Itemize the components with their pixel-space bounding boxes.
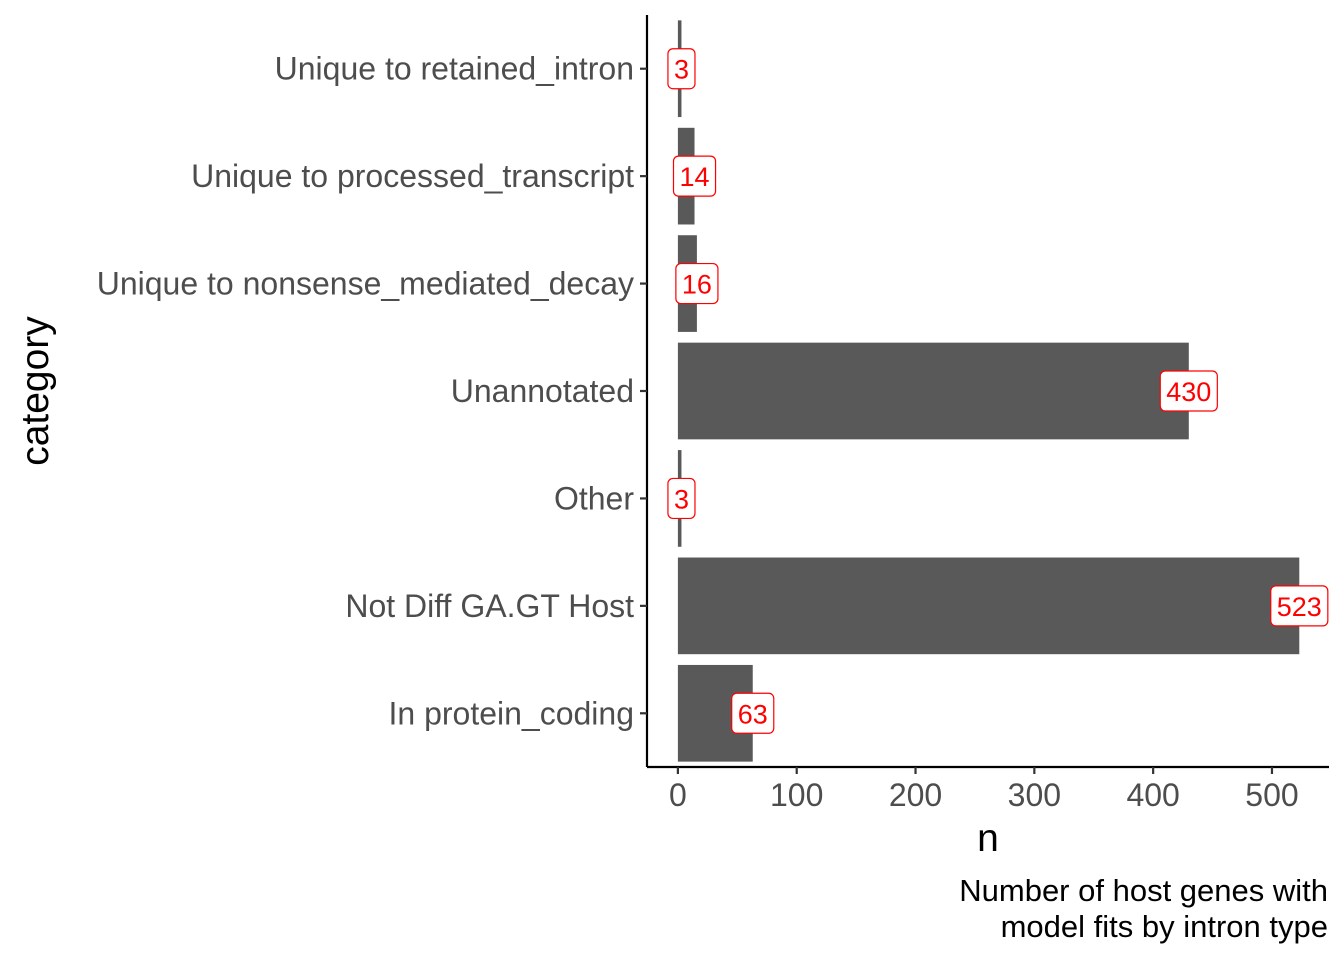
bar-unannotated [677, 342, 1189, 440]
y-tick-label: Unannotated [451, 373, 634, 409]
data-label-unique-to-retained-intron: 3 [667, 48, 696, 90]
x-tick-label: 0 [669, 777, 687, 813]
caption-line-2: model fits by intron type [1001, 909, 1328, 944]
data-label-box [1159, 370, 1218, 412]
y-tick-label: Unique to nonsense_mediated_decay [97, 266, 634, 302]
x-axis-title: n [977, 817, 999, 860]
x-tick-label: 300 [1008, 777, 1061, 813]
data-label-unique-to-processed-transcript: 14 [672, 155, 717, 197]
data-label-text: 523 [1277, 592, 1322, 622]
y-tick-label: Other [554, 480, 634, 516]
data-label-box [672, 155, 717, 197]
data-label-text: 3 [674, 55, 689, 85]
y-axis-title: category [14, 316, 57, 466]
data-label-other: 3 [667, 477, 696, 520]
x-tick-label: 200 [889, 777, 942, 813]
data-label-not-diff-ga-gt-host: 523 [1270, 585, 1329, 627]
caption-line-1: Number of host genes with [959, 873, 1328, 908]
data-label-text: 430 [1166, 377, 1211, 407]
data-label-unannotated: 430 [1159, 370, 1218, 412]
data-label-in-protein-coding: 63 [731, 692, 775, 734]
y-axis-ticks: In protein_coding Not Diff GA.GT Host Othe… [97, 51, 647, 731]
y-tick-label: Not Diff GA.GT Host [345, 588, 634, 624]
data-labels-layer: 63 523 3 430 16 14 3 [667, 48, 1329, 734]
data-label-text: 16 [682, 270, 712, 300]
x-tick-label: 500 [1245, 777, 1298, 813]
data-label-box [1270, 585, 1329, 627]
x-axis-ticks: 0 100 200 300 400 500 [669, 767, 1299, 813]
data-label-text: 14 [680, 162, 710, 192]
data-label-box [731, 692, 775, 734]
data-label-text: 63 [738, 699, 768, 729]
y-tick-label: Unique to processed_transcript [191, 158, 634, 194]
y-tick-label: Unique to retained_intron [275, 51, 634, 87]
data-label-text: 3 [674, 484, 689, 514]
x-tick-label: 100 [770, 777, 823, 813]
bar-not-diff-ga-gt-host [677, 557, 1300, 655]
y-tick-label: In protein_coding [388, 695, 634, 731]
data-label-box [667, 48, 696, 90]
data-label-unique-to-nonsense-mediated-decay: 16 [675, 262, 719, 305]
x-tick-label: 400 [1126, 777, 1179, 813]
data-label-box [675, 262, 719, 305]
data-label-box [667, 477, 696, 520]
